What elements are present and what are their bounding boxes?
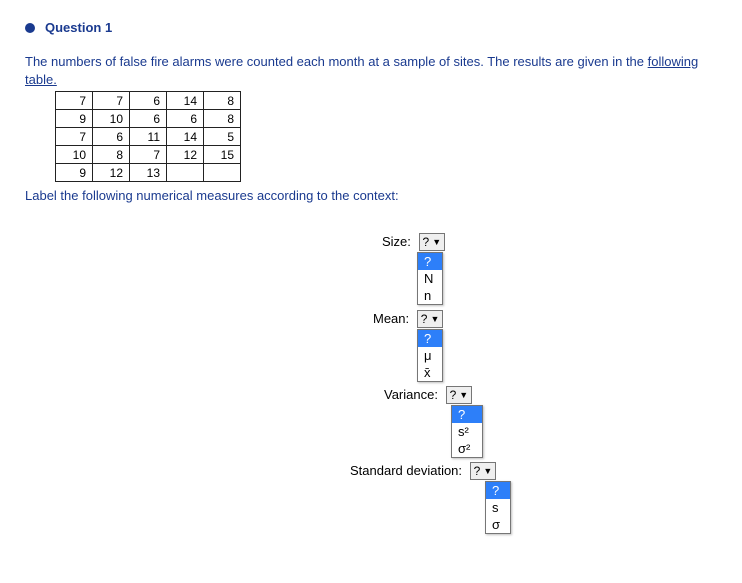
select-button-mean[interactable]: ? ▼ bbox=[417, 310, 444, 328]
question-prompt: The numbers of false fire alarms were co… bbox=[25, 53, 717, 89]
table-cell: 6 bbox=[130, 110, 167, 128]
dropdown-size[interactable]: ?Nn bbox=[417, 252, 443, 305]
table-row: 10871215 bbox=[56, 146, 241, 164]
measure-row-variance: Variance: ? ▼ bbox=[384, 386, 472, 404]
dropdown-option[interactable]: s² bbox=[452, 423, 482, 440]
chevron-down-icon: ▼ bbox=[432, 237, 441, 247]
bullet-icon bbox=[25, 23, 35, 33]
table-cell: 12 bbox=[93, 164, 130, 182]
label-prompt: Label the following numerical measures a… bbox=[25, 188, 717, 203]
dropdown-option[interactable]: n bbox=[418, 287, 442, 304]
dropdown-option[interactable]: μ bbox=[418, 347, 442, 364]
chevron-down-icon: ▼ bbox=[459, 390, 468, 400]
data-table: 77614891066876111451087121591213 bbox=[55, 91, 241, 182]
table-cell: 15 bbox=[204, 146, 241, 164]
dropdown-option[interactable]: N bbox=[418, 270, 442, 287]
dropdown-option[interactable]: ? bbox=[418, 253, 442, 270]
measure-label-variance: Variance: bbox=[384, 387, 438, 402]
table-cell: 8 bbox=[93, 146, 130, 164]
measures-area: Size: ? ▼ ?Nn Mean: ? ▼ ?μx̄ Variance: ?… bbox=[355, 233, 717, 483]
dropdown-stddev[interactable]: ?sσ bbox=[485, 481, 511, 534]
table-cell: 11 bbox=[130, 128, 167, 146]
table-cell: 9 bbox=[56, 110, 93, 128]
table-cell: 10 bbox=[56, 146, 93, 164]
measure-row-size: Size: ? ▼ bbox=[382, 233, 445, 251]
measure-row-mean: Mean: ? ▼ bbox=[373, 310, 443, 328]
select-value-mean: ? bbox=[421, 312, 428, 326]
table-cell: 9 bbox=[56, 164, 93, 182]
dropdown-mean[interactable]: ?μx̄ bbox=[417, 329, 443, 382]
table-cell: 7 bbox=[56, 92, 93, 110]
select-button-size[interactable]: ? ▼ bbox=[419, 233, 446, 251]
table-cell: 6 bbox=[167, 110, 204, 128]
select-value-stddev: ? bbox=[474, 464, 481, 478]
table-cell: 14 bbox=[167, 92, 204, 110]
table-cell: 14 bbox=[167, 128, 204, 146]
table-cell: 8 bbox=[204, 92, 241, 110]
select-value-size: ? bbox=[423, 235, 430, 249]
select-mean[interactable]: ? ▼ bbox=[417, 310, 444, 328]
table-cell: 6 bbox=[93, 128, 130, 146]
select-button-variance[interactable]: ? ▼ bbox=[446, 386, 473, 404]
select-variance[interactable]: ? ▼ bbox=[446, 386, 473, 404]
table-row: 910668 bbox=[56, 110, 241, 128]
chevron-down-icon: ▼ bbox=[483, 466, 492, 476]
table-cell: 6 bbox=[130, 92, 167, 110]
question-title: Question 1 bbox=[45, 20, 112, 35]
measure-label-stddev: Standard deviation: bbox=[350, 463, 462, 478]
table-row: 91213 bbox=[56, 164, 241, 182]
dropdown-option[interactable]: σ² bbox=[452, 440, 482, 457]
prompt-text: The numbers of false fire alarms were co… bbox=[25, 54, 648, 69]
chevron-down-icon: ▼ bbox=[430, 314, 439, 324]
table-cell: 5 bbox=[204, 128, 241, 146]
table-cell bbox=[167, 164, 204, 182]
measure-label-mean: Mean: bbox=[373, 311, 409, 326]
select-stddev[interactable]: ? ▼ bbox=[470, 462, 497, 480]
table-cell: 7 bbox=[56, 128, 93, 146]
dropdown-option[interactable]: x̄ bbox=[418, 364, 442, 381]
select-value-variance: ? bbox=[450, 388, 457, 402]
measure-label-size: Size: bbox=[382, 234, 411, 249]
table-row: 7611145 bbox=[56, 128, 241, 146]
table-cell: 10 bbox=[93, 110, 130, 128]
dropdown-option[interactable]: s bbox=[486, 499, 510, 516]
select-size[interactable]: ? ▼ bbox=[419, 233, 446, 251]
question-header: Question 1 bbox=[25, 20, 717, 35]
table-cell bbox=[204, 164, 241, 182]
select-button-stddev[interactable]: ? ▼ bbox=[470, 462, 497, 480]
dropdown-option[interactable]: ? bbox=[418, 330, 442, 347]
table-row: 776148 bbox=[56, 92, 241, 110]
dropdown-option[interactable]: σ bbox=[486, 516, 510, 533]
table-cell: 13 bbox=[130, 164, 167, 182]
table-cell: 7 bbox=[130, 146, 167, 164]
table-cell: 12 bbox=[167, 146, 204, 164]
dropdown-option[interactable]: ? bbox=[452, 406, 482, 423]
dropdown-option[interactable]: ? bbox=[486, 482, 510, 499]
dropdown-variance[interactable]: ?s²σ² bbox=[451, 405, 483, 458]
table-cell: 7 bbox=[93, 92, 130, 110]
measure-row-stddev: Standard deviation: ? ▼ bbox=[350, 462, 496, 480]
table-cell: 8 bbox=[204, 110, 241, 128]
